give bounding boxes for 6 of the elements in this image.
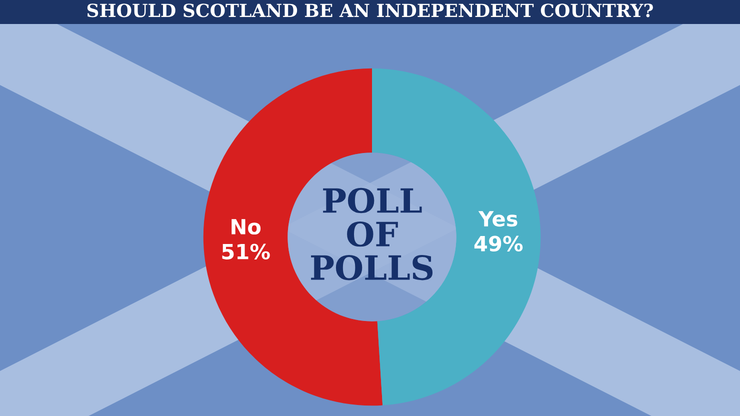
slice-label: Yes [478,211,518,227]
data-label: 51% [222,244,270,260]
chart-title: SHOULD SCOTLAND BE AN INDEPENDENT COUNTRY? [87,4,653,18]
data-label: 49% [474,236,523,252]
text: POLL OF POLLS [311,188,433,280]
slice-label: No [232,219,261,235]
